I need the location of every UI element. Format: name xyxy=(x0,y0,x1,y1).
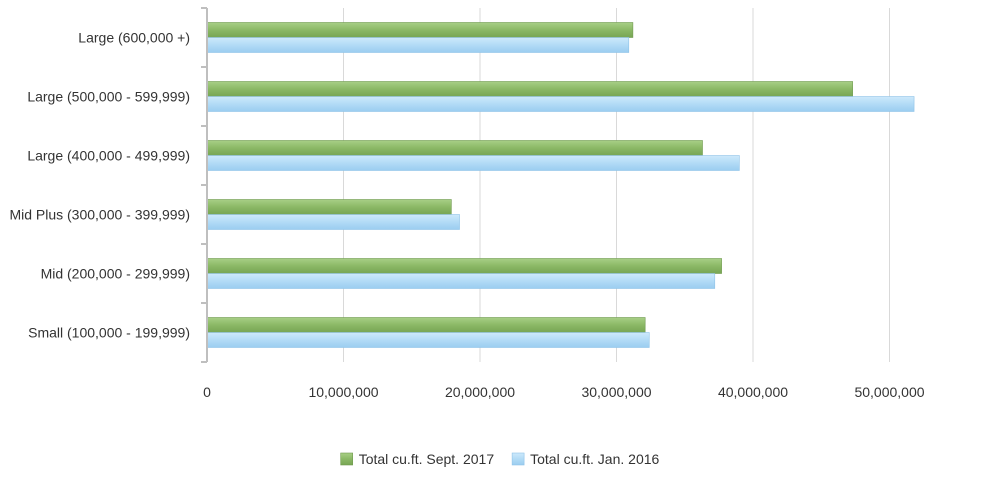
bar-sept-2017 xyxy=(206,317,646,333)
legend-swatch xyxy=(340,452,353,466)
bar-sept-2017 xyxy=(206,199,452,215)
category-label: Large (600,000 +) xyxy=(78,30,190,46)
category-label: Mid Plus (300,000 - 399,999) xyxy=(9,207,190,223)
category-label: Large (500,000 - 599,999) xyxy=(27,89,190,105)
x-tick-label: 0 xyxy=(203,384,211,400)
bar-jan-2016 xyxy=(206,332,650,348)
category-label: Small (100,000 - 199,999) xyxy=(28,325,190,341)
bar-jan-2016 xyxy=(206,37,630,53)
bar-jan-2016 xyxy=(206,214,460,230)
labels: 0 10,000,000 20,000,000 30,000,000 40,000,00… xyxy=(9,30,924,401)
category-label: Mid (200,000 - 299,999) xyxy=(41,266,190,282)
category-label: Large (400,000 - 499,999) xyxy=(27,148,190,164)
legend-swatch xyxy=(511,452,525,466)
bar-sept-2017 xyxy=(206,81,853,97)
x-tick-label: 50,000,000 xyxy=(854,384,924,400)
axes xyxy=(201,7,208,363)
bar-jan-2016 xyxy=(206,273,716,289)
x-tick-label: 40,000,000 xyxy=(718,384,788,400)
bar-sept-2017 xyxy=(206,22,634,38)
x-tick-label: 10,000,000 xyxy=(308,384,378,400)
gridlines xyxy=(343,8,890,362)
legend-label: Total cu.ft. Jan. 2016 xyxy=(530,451,659,467)
bar-sept-2017 xyxy=(206,140,703,156)
legend-label: Total cu.ft. Sept. 2017 xyxy=(359,451,495,467)
bars xyxy=(206,22,915,348)
x-tick-label: 30,000,000 xyxy=(581,384,651,400)
legend: Total cu.ft. Sept. 2017 Total cu.ft. Jan.… xyxy=(340,451,660,467)
bar-jan-2016 xyxy=(206,155,740,171)
x-tick-label: 20,000,000 xyxy=(445,384,515,400)
bar-jan-2016 xyxy=(206,96,915,112)
bar-sept-2017 xyxy=(206,258,722,274)
